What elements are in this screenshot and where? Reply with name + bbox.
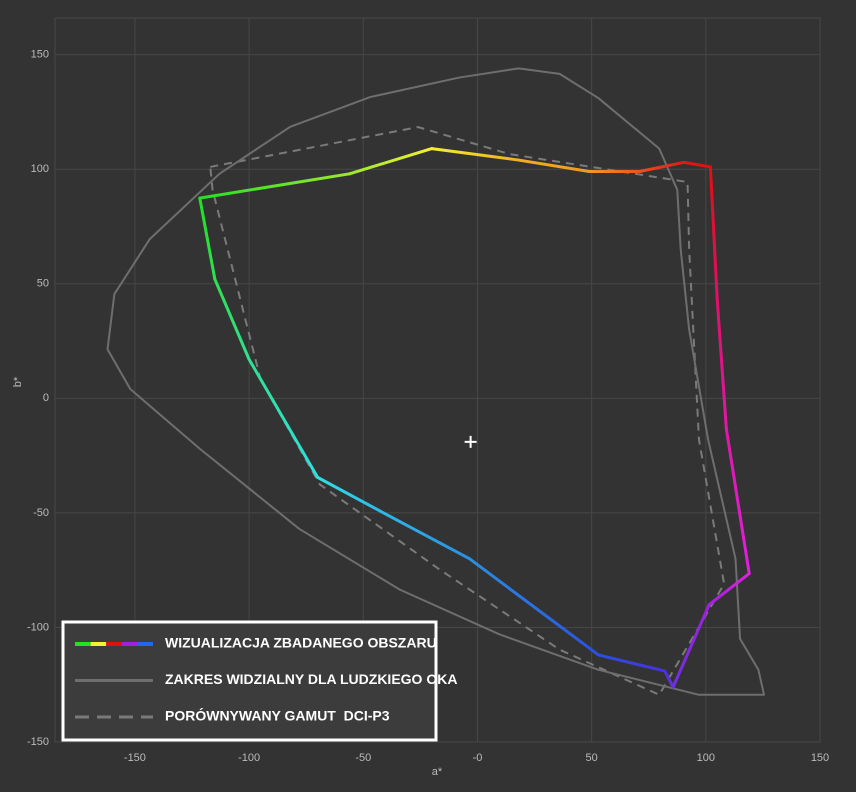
gamut-segment [348, 147, 434, 176]
y-tick-label: -100 [27, 621, 49, 633]
gamut-segment [663, 669, 675, 689]
x-tick-label: 150 [811, 752, 829, 764]
series-line [209, 126, 726, 696]
gamut-segment [467, 557, 600, 657]
gamut-segment [707, 572, 751, 607]
gamut-segment [213, 277, 251, 361]
plot-border [54, 17, 821, 743]
y-tick-label: 0 [43, 392, 49, 404]
x-tick-label: 50 [586, 752, 598, 764]
gamut-segment [638, 160, 686, 174]
gamut-segment [377, 509, 471, 561]
x-tick-label: -150 [124, 752, 146, 764]
x-tick-label: -0 [473, 752, 483, 764]
gamut-segment [198, 196, 217, 281]
gamut-segment [596, 653, 667, 673]
gamut-segment [671, 603, 711, 689]
legend-label: ZAKRES WIDZIALNY DLA LUDZKIEGO OKA [165, 671, 457, 687]
gamut-segment [316, 475, 381, 513]
gamut-segment [430, 147, 521, 162]
series-line [106, 67, 766, 696]
legend-label: WIZUALIZACJA ZBADANEGO OBSZARU [165, 635, 437, 651]
x-tick-label: 100 [697, 752, 715, 764]
gamut-segment [715, 298, 728, 431]
gamut-segment [682, 160, 712, 169]
y-tick-label: 50 [37, 278, 49, 290]
legend-box [61, 620, 438, 742]
gamut-segment [517, 158, 591, 174]
gamut-segment [708, 165, 719, 302]
gamut-segment [198, 172, 352, 200]
y-tick-label: -50 [33, 507, 49, 519]
gamut-segment [247, 357, 320, 479]
y-tick-label: -150 [27, 736, 49, 748]
y-tick-label: 150 [31, 49, 49, 61]
legend-label: PORÓWNYWANY GAMUT DCI-P3 [165, 707, 390, 724]
gamut-segment [724, 427, 751, 576]
y-tick-label: 100 [31, 163, 49, 175]
y-axis-label: b* [12, 376, 24, 387]
x-axis-label: a* [432, 766, 443, 778]
x-tick-label: -50 [355, 752, 371, 764]
x-tick-label: -100 [238, 752, 260, 764]
